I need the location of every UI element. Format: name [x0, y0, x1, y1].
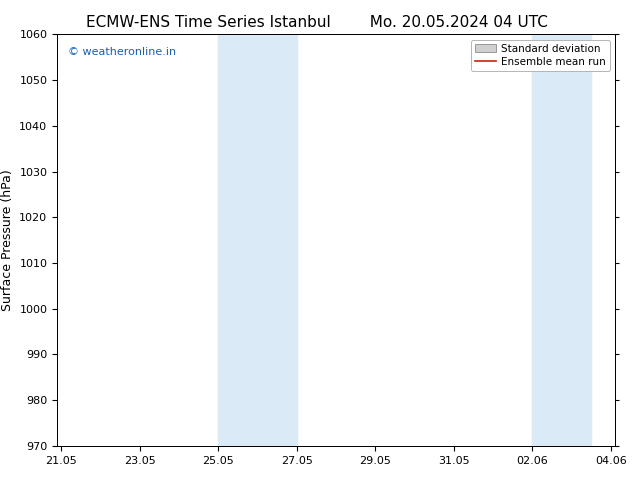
Text: ECMW-ENS Time Series Istanbul        Mo. 20.05.2024 04 UTC: ECMW-ENS Time Series Istanbul Mo. 20.05.…	[86, 15, 548, 30]
Legend: Standard deviation, Ensemble mean run: Standard deviation, Ensemble mean run	[470, 40, 610, 71]
Text: © weatheronline.in: © weatheronline.in	[68, 47, 176, 57]
Bar	[218, 34, 297, 446]
Y-axis label: Surface Pressure (hPa): Surface Pressure (hPa)	[1, 169, 14, 311]
Bar	[533, 34, 592, 446]
